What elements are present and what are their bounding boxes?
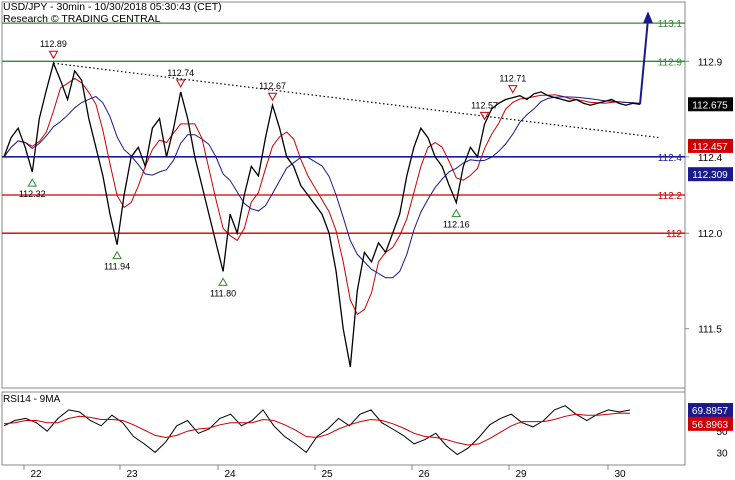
swing-low-label: 111.80 <box>210 288 236 298</box>
trendline <box>53 62 661 139</box>
swing-high-marker <box>175 79 186 88</box>
time-axis-label: 23 <box>126 469 138 480</box>
price-axis-layer: 112.9 112.4 112.0 111.5 112.675 112.457 112.30… <box>685 57 733 336</box>
ma-fast-badge: 112.457 <box>692 142 728 153</box>
ma-fast-badge-box <box>688 138 733 153</box>
ma-slow-badge: 112.309 <box>692 170 728 181</box>
price-line <box>3 61 641 368</box>
ma-slow-line <box>3 95 641 279</box>
time-axis-label: 29 <box>515 469 527 480</box>
swing-high-label: 112.71 <box>499 74 526 84</box>
time-axis-layer: 22 23 24 25 26 29 30 <box>23 465 626 480</box>
rsi-title: RSI14 - 9MA <box>3 394 61 405</box>
level-label: 112.2 <box>658 191 683 202</box>
price-axis-label: 111.5 <box>698 325 722 336</box>
current-price-badge: 112.675 <box>692 100 728 111</box>
rsi-ma-value-badge-box <box>688 416 733 431</box>
current-price-badge-box <box>688 97 733 112</box>
rsi-value-badge: 69.8957 <box>692 406 729 417</box>
swing-high-marker <box>48 50 59 60</box>
ma-slow-badge-box <box>688 167 733 182</box>
time-axis-label: 30 <box>614 469 626 480</box>
level-label: 113.1 <box>658 19 683 30</box>
time-axis-label: 26 <box>418 469 430 480</box>
swing-low-marker <box>218 277 228 286</box>
swing-high-marker <box>267 92 278 102</box>
rsi-ma-value-badge: 56.8963 <box>692 420 729 431</box>
rsi-axis-label: 30 <box>716 448 728 459</box>
moving-averages-layer <box>3 77 641 316</box>
price-layer <box>3 61 641 368</box>
swing-high-label: 112.89 <box>40 39 67 49</box>
rsi-line <box>3 405 631 456</box>
level-label: 112.9 <box>658 57 683 68</box>
ma-fast-line <box>3 77 641 316</box>
swing-low-marker <box>112 250 122 260</box>
rsi-value-badge-box <box>688 403 733 418</box>
level-label: 112 <box>666 229 682 240</box>
swing-low-label: 111.94 <box>104 262 130 272</box>
swing-high-label: 112.67 <box>259 81 286 91</box>
swing-high-marker <box>479 111 490 121</box>
trendline-layer <box>53 11 661 139</box>
swing-high-label: 112.57 <box>471 100 498 110</box>
level-label: 112.4 <box>658 153 683 164</box>
swing-high-label: 112.74 <box>167 68 194 78</box>
price-axis-label: 112.4 <box>698 153 723 164</box>
rsi-ma-line <box>3 412 631 446</box>
levels-layer: 113.1 112.9 112.4 112.2 112 <box>2 19 685 240</box>
swing-low-label: 112.16 <box>443 220 470 230</box>
projection-arrow <box>639 19 649 105</box>
swing-low-marker <box>27 178 38 187</box>
time-axis-label: 22 <box>30 469 42 480</box>
rsi-axis-label: 50 <box>716 427 728 438</box>
swing-markers-layer: 112.89 112.32 111.94 112.74 111.80 112.67 112.… <box>19 39 526 298</box>
chart-credit: Research © TRADING CENTRAL <box>3 13 161 25</box>
time-axis-label: 24 <box>224 469 236 480</box>
price-axis-label: 112.9 <box>698 57 723 68</box>
swing-high-marker <box>507 85 518 94</box>
chart-title: USD/JPY - 30min - 10/30/2018 05:30:43 (C… <box>3 1 222 13</box>
swing-low-label: 112.32 <box>19 189 46 199</box>
swing-low-marker <box>451 208 462 218</box>
price-axis-label: 112.0 <box>698 229 723 240</box>
time-axis-label: 25 <box>321 469 333 480</box>
projection-arrowhead <box>643 11 653 24</box>
